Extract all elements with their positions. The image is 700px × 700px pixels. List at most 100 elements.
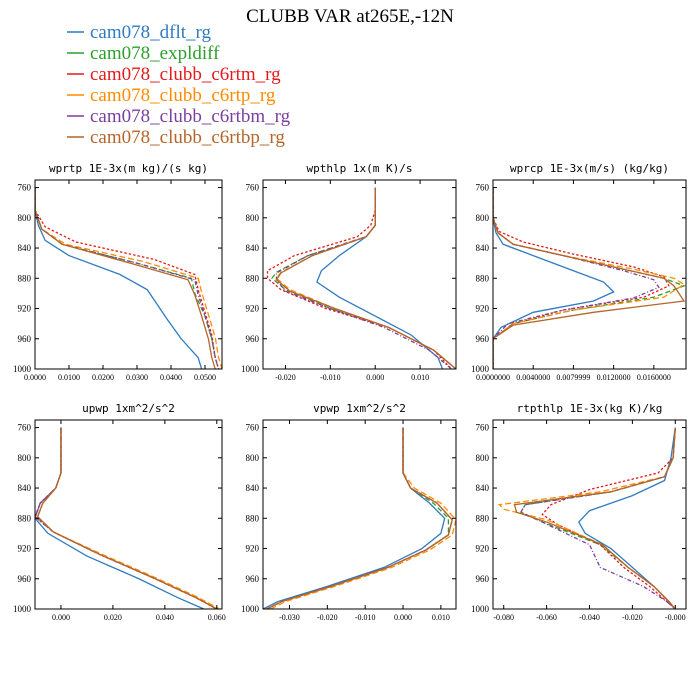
series-line — [35, 427, 218, 609]
series-line — [493, 187, 686, 369]
y-tick-label: 800 — [476, 213, 490, 223]
legend-entry: cam078_clubb_c6rtp_rg — [90, 85, 276, 106]
y-tick-label: 960 — [476, 574, 490, 584]
chart-panel: upwp 1xm^2/s^2 760 800 840 880 920 960 1000 0.00… — [13, 402, 226, 622]
legend-entry: cam078_dflt_rg — [90, 22, 212, 43]
x-tick-label: -0.060 — [536, 613, 557, 622]
series-line — [493, 187, 615, 369]
x-tick-label: 0.0100 — [58, 373, 80, 382]
y-tick-label: 1000 — [471, 364, 490, 374]
series-line — [36, 427, 220, 609]
y-tick-label: 960 — [246, 334, 260, 344]
legend-entry: cam078_clubb_c6rtbm_rg — [90, 106, 291, 127]
series-line — [266, 187, 452, 369]
x-tick-label: 0.0000 — [24, 373, 46, 382]
plot-frame — [262, 179, 457, 370]
y-tick-label: 760 — [246, 423, 260, 433]
y-tick-label: 920 — [246, 304, 260, 314]
chart-panel: rtpthlp 1E-3x(kg K)/kg 760 800 840 880 920 960… — [471, 402, 687, 622]
y-tick-label: 840 — [246, 243, 260, 253]
series-line — [35, 187, 203, 369]
series-line — [270, 427, 456, 609]
plot-frame — [492, 179, 687, 370]
y-tick-label: 840 — [18, 243, 32, 253]
y-tick-label: 920 — [18, 544, 32, 554]
x-tick-label: 0.060 — [208, 613, 226, 622]
x-tick-label: 0.0040000 — [516, 373, 550, 382]
series-line — [519, 427, 676, 609]
panel-title: wpthlp 1x(m K)/s — [307, 162, 413, 175]
series-line — [263, 427, 446, 609]
series-line — [275, 187, 456, 369]
series-line — [493, 187, 670, 369]
y-tick-label: 760 — [18, 423, 32, 433]
y-tick-label: 880 — [18, 513, 32, 523]
x-tick-label: -0.040 — [579, 613, 600, 622]
y-tick-label: 800 — [18, 213, 32, 223]
x-tick-label: 0.0079999 — [556, 373, 590, 382]
x-tick-label: 0.0300 — [126, 373, 148, 382]
legend-entry: cam078_expldiff — [90, 43, 220, 64]
series-line — [577, 427, 676, 609]
x-tick-label: -0.000 — [665, 613, 686, 622]
y-tick-label: 760 — [246, 183, 260, 193]
y-tick-label: 1000 — [241, 604, 260, 614]
x-tick-label: -0.080 — [493, 613, 514, 622]
series-line — [493, 187, 686, 369]
y-tick-label: 960 — [18, 334, 32, 344]
y-tick-label: 800 — [246, 453, 260, 463]
legend-entry: cam078_clubb_c6rtbp_rg — [90, 127, 285, 148]
y-tick-label: 760 — [476, 183, 490, 193]
series-line — [266, 427, 453, 609]
figure-title: CLUBB VAR at265E,-12N — [246, 6, 454, 27]
y-tick-label: 1000 — [241, 364, 260, 374]
y-tick-label: 800 — [476, 453, 490, 463]
y-tick-label: 920 — [476, 304, 490, 314]
series-line — [35, 187, 222, 369]
x-tick-label: 0.0000000 — [476, 373, 510, 382]
chart-panel: wpthlp 1x(m K)/s 760 800 840 880 920 960 1000 -0… — [241, 162, 457, 382]
series-line — [35, 187, 216, 369]
y-tick-label: 960 — [246, 574, 260, 584]
y-tick-label: 840 — [18, 483, 32, 493]
series-line — [266, 427, 450, 609]
y-tick-label: 760 — [18, 183, 32, 193]
y-tick-label: 880 — [476, 513, 490, 523]
y-tick-label: 1000 — [13, 604, 32, 614]
y-tick-label: 880 — [246, 273, 260, 283]
series-line — [493, 187, 660, 369]
x-tick-label: 0.0160000 — [637, 373, 671, 382]
series-line — [519, 427, 676, 609]
x-tick-label: 0.000 — [52, 613, 70, 622]
series-line — [266, 427, 453, 609]
y-tick-label: 880 — [18, 273, 32, 283]
y-tick-label: 960 — [18, 574, 32, 584]
y-tick-label: 800 — [246, 213, 260, 223]
y-tick-label: 880 — [476, 273, 490, 283]
plot-frame — [262, 419, 457, 610]
series-line — [316, 187, 444, 369]
panel-title: upwp 1xm^2/s^2 — [82, 402, 175, 415]
series-line — [275, 187, 452, 369]
x-tick-label: 0.000 — [366, 373, 384, 382]
x-tick-label: -0.020 — [622, 613, 643, 622]
y-tick-label: 960 — [476, 334, 490, 344]
plot-frame — [34, 179, 223, 370]
x-tick-label: -0.030 — [279, 613, 300, 622]
series-line — [275, 187, 456, 369]
panel-title: wprtp 1E-3x(m kg)/(s kg) — [49, 162, 208, 175]
chart-panel: vpwp 1xm^2/s^2 760 800 840 880 920 960 1000 -0.0… — [241, 402, 457, 622]
panel-title: wprcp 1E-3x(m/s) (kg/kg) — [510, 162, 669, 175]
series-line — [271, 187, 456, 369]
x-tick-label: -0.010 — [320, 373, 341, 382]
x-tick-label: 0.040 — [156, 613, 174, 622]
y-tick-label: 840 — [476, 243, 490, 253]
y-tick-label: 880 — [246, 513, 260, 523]
y-tick-label: 840 — [246, 483, 260, 493]
series-line — [513, 427, 676, 609]
y-tick-label: 800 — [18, 453, 32, 463]
x-tick-label: 0.0500 — [194, 373, 216, 382]
x-tick-label: 0.0400 — [160, 373, 182, 382]
y-tick-label: 760 — [476, 423, 490, 433]
